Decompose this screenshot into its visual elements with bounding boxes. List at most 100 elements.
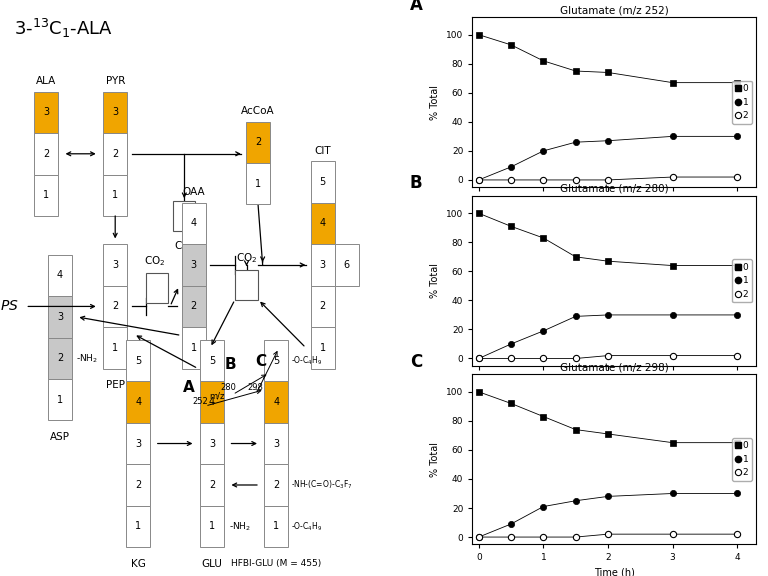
- Legend: 0, 1, 2: 0, 1, 2: [732, 438, 752, 481]
- Text: GLU: GLU: [201, 559, 223, 569]
- Text: KG: KG: [131, 559, 146, 569]
- Text: -O-C$_4$H$_9$: -O-C$_4$H$_9$: [291, 520, 322, 533]
- Y-axis label: % Total: % Total: [431, 442, 441, 477]
- Text: PEP: PEP: [106, 380, 124, 390]
- Text: 3: 3: [135, 438, 141, 449]
- Text: 2: 2: [273, 480, 280, 490]
- Text: 1: 1: [273, 521, 280, 532]
- Text: 5: 5: [273, 355, 280, 366]
- Bar: [200, 423, 224, 464]
- Text: ASP: ASP: [50, 432, 70, 442]
- Y-axis label: % Total: % Total: [431, 85, 441, 120]
- Text: 2: 2: [112, 301, 118, 312]
- Title: Glutamate (m/z 280): Glutamate (m/z 280): [560, 184, 669, 194]
- Bar: [181, 203, 206, 244]
- Bar: [264, 506, 289, 547]
- Text: 1: 1: [190, 343, 197, 353]
- Text: B: B: [410, 175, 422, 192]
- Text: 2: 2: [190, 301, 197, 312]
- Bar: [264, 340, 289, 381]
- Text: 3: 3: [190, 260, 197, 270]
- Text: 2: 2: [255, 137, 261, 147]
- Bar: [181, 244, 206, 286]
- Text: B: B: [224, 357, 237, 372]
- Bar: [200, 381, 224, 423]
- Bar: [34, 175, 58, 216]
- Text: 5: 5: [135, 355, 141, 366]
- Text: -NH-(C=O)-C$_3$F$_7$: -NH-(C=O)-C$_3$F$_7$: [291, 479, 353, 491]
- Text: 3: 3: [112, 260, 118, 270]
- Text: m/z: m/z: [210, 391, 225, 400]
- Bar: [200, 340, 224, 381]
- Bar: [310, 286, 335, 327]
- Text: CIT: CIT: [314, 146, 331, 156]
- Text: 280: 280: [220, 382, 236, 392]
- Text: $\mathit{PS}$: $\mathit{PS}$: [0, 300, 18, 313]
- Bar: [236, 270, 257, 300]
- Text: 2: 2: [112, 149, 118, 159]
- Text: 4: 4: [135, 397, 141, 407]
- Text: 1: 1: [319, 343, 326, 353]
- Bar: [181, 286, 206, 327]
- Bar: [34, 133, 58, 175]
- Text: 1: 1: [57, 395, 63, 405]
- Text: 1: 1: [209, 521, 215, 532]
- Bar: [48, 296, 72, 338]
- Bar: [34, 92, 58, 133]
- Bar: [200, 464, 224, 506]
- Bar: [103, 133, 127, 175]
- Title: Glutamate (m/z 298): Glutamate (m/z 298): [560, 362, 669, 372]
- Bar: [103, 175, 127, 216]
- X-axis label: Time (h): Time (h): [594, 389, 635, 399]
- Text: HFBI-GLU (M = 455): HFBI-GLU (M = 455): [231, 559, 322, 568]
- Y-axis label: % Total: % Total: [431, 263, 441, 298]
- Text: 4: 4: [190, 218, 197, 229]
- Text: 1: 1: [135, 521, 141, 532]
- Bar: [126, 423, 151, 464]
- Text: 3: 3: [273, 438, 280, 449]
- Text: 4: 4: [209, 397, 215, 407]
- Bar: [246, 122, 270, 163]
- Text: 1: 1: [112, 343, 118, 353]
- Bar: [126, 464, 151, 506]
- Text: 1: 1: [255, 179, 261, 189]
- Bar: [103, 244, 127, 286]
- Text: 4: 4: [57, 270, 63, 281]
- Bar: [181, 327, 206, 369]
- Text: 2: 2: [319, 301, 326, 312]
- Title: Glutamate (m/z 252): Glutamate (m/z 252): [560, 5, 669, 15]
- Text: -O-C$_4$H$_9$: -O-C$_4$H$_9$: [291, 354, 322, 367]
- Bar: [103, 92, 127, 133]
- Text: 3: 3: [57, 312, 63, 322]
- Bar: [246, 163, 270, 204]
- Text: 298: 298: [248, 382, 263, 392]
- Text: 2: 2: [209, 480, 215, 490]
- Bar: [48, 379, 72, 420]
- Text: OAA: OAA: [182, 187, 205, 197]
- Bar: [310, 161, 335, 203]
- Text: 5: 5: [319, 177, 326, 187]
- Text: C: C: [255, 354, 266, 369]
- Bar: [48, 255, 72, 296]
- Bar: [126, 506, 151, 547]
- Bar: [335, 244, 359, 286]
- Text: CO$_2$: CO$_2$: [144, 254, 165, 268]
- Text: A: A: [183, 380, 195, 395]
- X-axis label: Time (h): Time (h): [594, 568, 635, 576]
- Bar: [126, 381, 151, 423]
- Bar: [310, 244, 335, 286]
- Bar: [126, 340, 151, 381]
- Bar: [146, 273, 167, 303]
- Bar: [174, 201, 195, 231]
- Text: -NH$_2$: -NH$_2$: [229, 520, 250, 533]
- Text: 2: 2: [57, 353, 63, 363]
- Text: 1: 1: [112, 190, 118, 200]
- Text: PYR: PYR: [105, 76, 125, 86]
- Text: 3: 3: [43, 107, 49, 118]
- Text: C: C: [410, 353, 422, 371]
- Bar: [103, 286, 127, 327]
- X-axis label: Time (h): Time (h): [594, 211, 635, 221]
- Text: 6: 6: [343, 260, 349, 270]
- Bar: [310, 203, 335, 244]
- Text: 252: 252: [193, 397, 208, 406]
